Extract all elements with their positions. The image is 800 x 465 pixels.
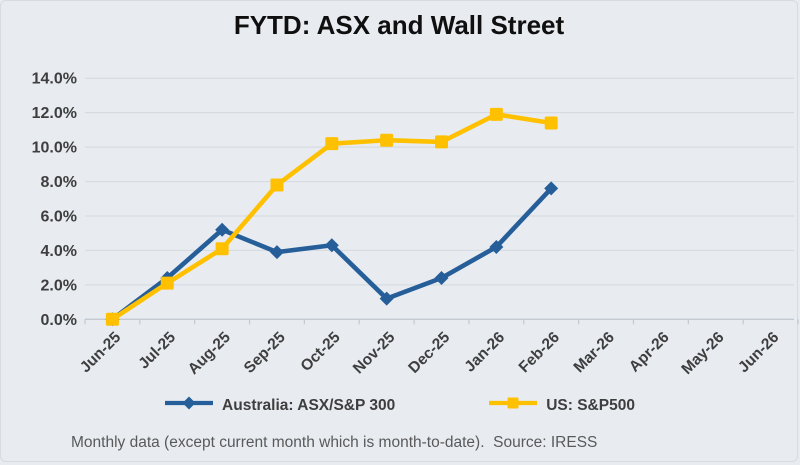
svg-text:Aug-25: Aug-25 bbox=[185, 329, 234, 378]
svg-text:14.0%: 14.0% bbox=[32, 71, 77, 88]
legend-item-sp500: US: S&P500 bbox=[487, 395, 635, 416]
svg-text:Mar-26: Mar-26 bbox=[571, 329, 619, 377]
svg-text:Oct-25: Oct-25 bbox=[297, 329, 343, 375]
svg-text:Nov-25: Nov-25 bbox=[350, 329, 399, 378]
legend-label-sp500: US: S&P500 bbox=[546, 396, 635, 414]
svg-text:4.0%: 4.0% bbox=[41, 243, 77, 260]
chart-title: FYTD: ASX and Wall Street bbox=[233, 10, 565, 40]
svg-text:Dec-25: Dec-25 bbox=[405, 329, 453, 377]
svg-text:Feb-26: Feb-26 bbox=[516, 329, 564, 377]
asx-line-diamond-marker-icon bbox=[163, 395, 215, 416]
svg-text:Jun-25: Jun-25 bbox=[77, 329, 125, 377]
legend: Australia: ASX/S&P 300 US: S&P500 bbox=[1, 395, 797, 416]
legend-item-asx: Australia: ASX/S&P 300 bbox=[163, 395, 395, 416]
svg-text:Apr-26: Apr-26 bbox=[626, 329, 673, 376]
sp500-line-square-marker-icon bbox=[487, 395, 539, 416]
svg-text:0.0%: 0.0% bbox=[41, 312, 77, 329]
svg-text:12.0%: 12.0% bbox=[32, 105, 77, 122]
svg-text:Jan-26: Jan-26 bbox=[461, 329, 508, 376]
svg-text:2.0%: 2.0% bbox=[41, 277, 77, 294]
legend-label-asx: Australia: ASX/S&P 300 bbox=[222, 396, 396, 414]
svg-text:10.0%: 10.0% bbox=[32, 140, 77, 157]
svg-text:8.0%: 8.0% bbox=[41, 174, 77, 191]
svg-text:6.0%: 6.0% bbox=[41, 208, 77, 225]
svg-text:Jun-26: Jun-26 bbox=[735, 329, 783, 377]
svg-text:Sep-25: Sep-25 bbox=[241, 329, 289, 377]
svg-text:Jul-25: Jul-25 bbox=[135, 329, 179, 373]
svg-text:May-26: May-26 bbox=[678, 329, 727, 378]
footnote: Monthly data (except current month which… bbox=[71, 434, 598, 451]
